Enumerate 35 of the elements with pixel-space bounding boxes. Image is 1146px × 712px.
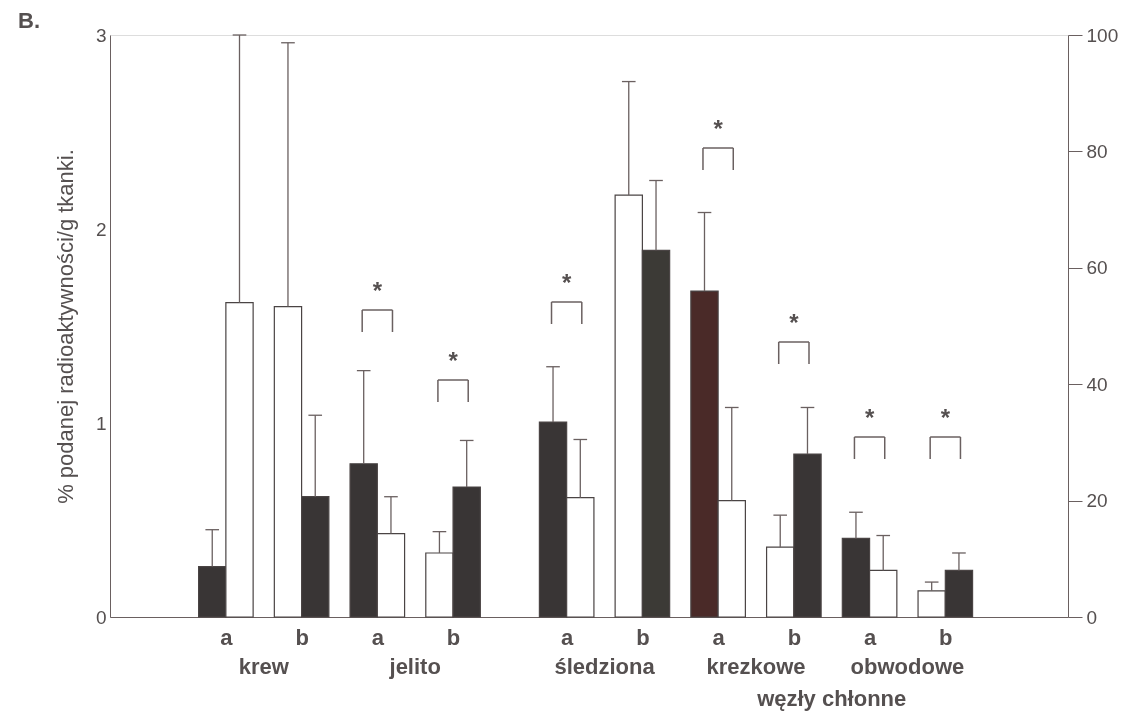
text: obwodowe: [850, 654, 965, 679]
x-tick-label: b: [446, 624, 461, 650]
annotation: *: [561, 269, 572, 296]
y-axis-title: % podanej radioaktywności/g tkanki.: [52, 149, 78, 504]
annotation: *: [789, 309, 800, 336]
annotation: *: [864, 404, 875, 431]
x-tick-label: b: [787, 624, 802, 650]
y2-tick-label: 40: [1086, 373, 1108, 395]
y2-tick-label: 20: [1086, 490, 1108, 512]
y-tick-label: 1: [95, 412, 107, 434]
x-tick-label: a: [220, 624, 234, 650]
text: krezkowe: [706, 654, 806, 679]
annotation: *: [940, 404, 951, 431]
y2-tick-label: 60: [1086, 257, 1108, 279]
text: krew: [238, 654, 290, 679]
annotation: *: [448, 347, 459, 374]
annotation: *: [713, 115, 724, 142]
x-tick-label: a: [371, 624, 385, 650]
y2-tick-label: 100: [1086, 24, 1119, 46]
annotation: *: [372, 277, 383, 304]
chart-title: B.: [18, 8, 40, 33]
text: węzły chłonne: [756, 686, 907, 711]
y-tick-label: 2: [95, 218, 107, 240]
text: śledziona: [554, 654, 656, 679]
x-tick-label: b: [636, 624, 650, 650]
x-tick-label: a: [863, 624, 877, 650]
y2-tick-label: 80: [1086, 140, 1108, 162]
text: jelito: [388, 654, 441, 679]
x-tick-label: b: [295, 624, 309, 650]
x-tick-label: b: [939, 624, 953, 650]
y2-tick-label: 0: [1086, 606, 1098, 628]
y-tick-label: 0: [95, 606, 107, 628]
x-tick-label: a: [561, 624, 575, 650]
x-tick-label: a: [712, 624, 726, 650]
y-tick-label: 3: [95, 24, 107, 46]
